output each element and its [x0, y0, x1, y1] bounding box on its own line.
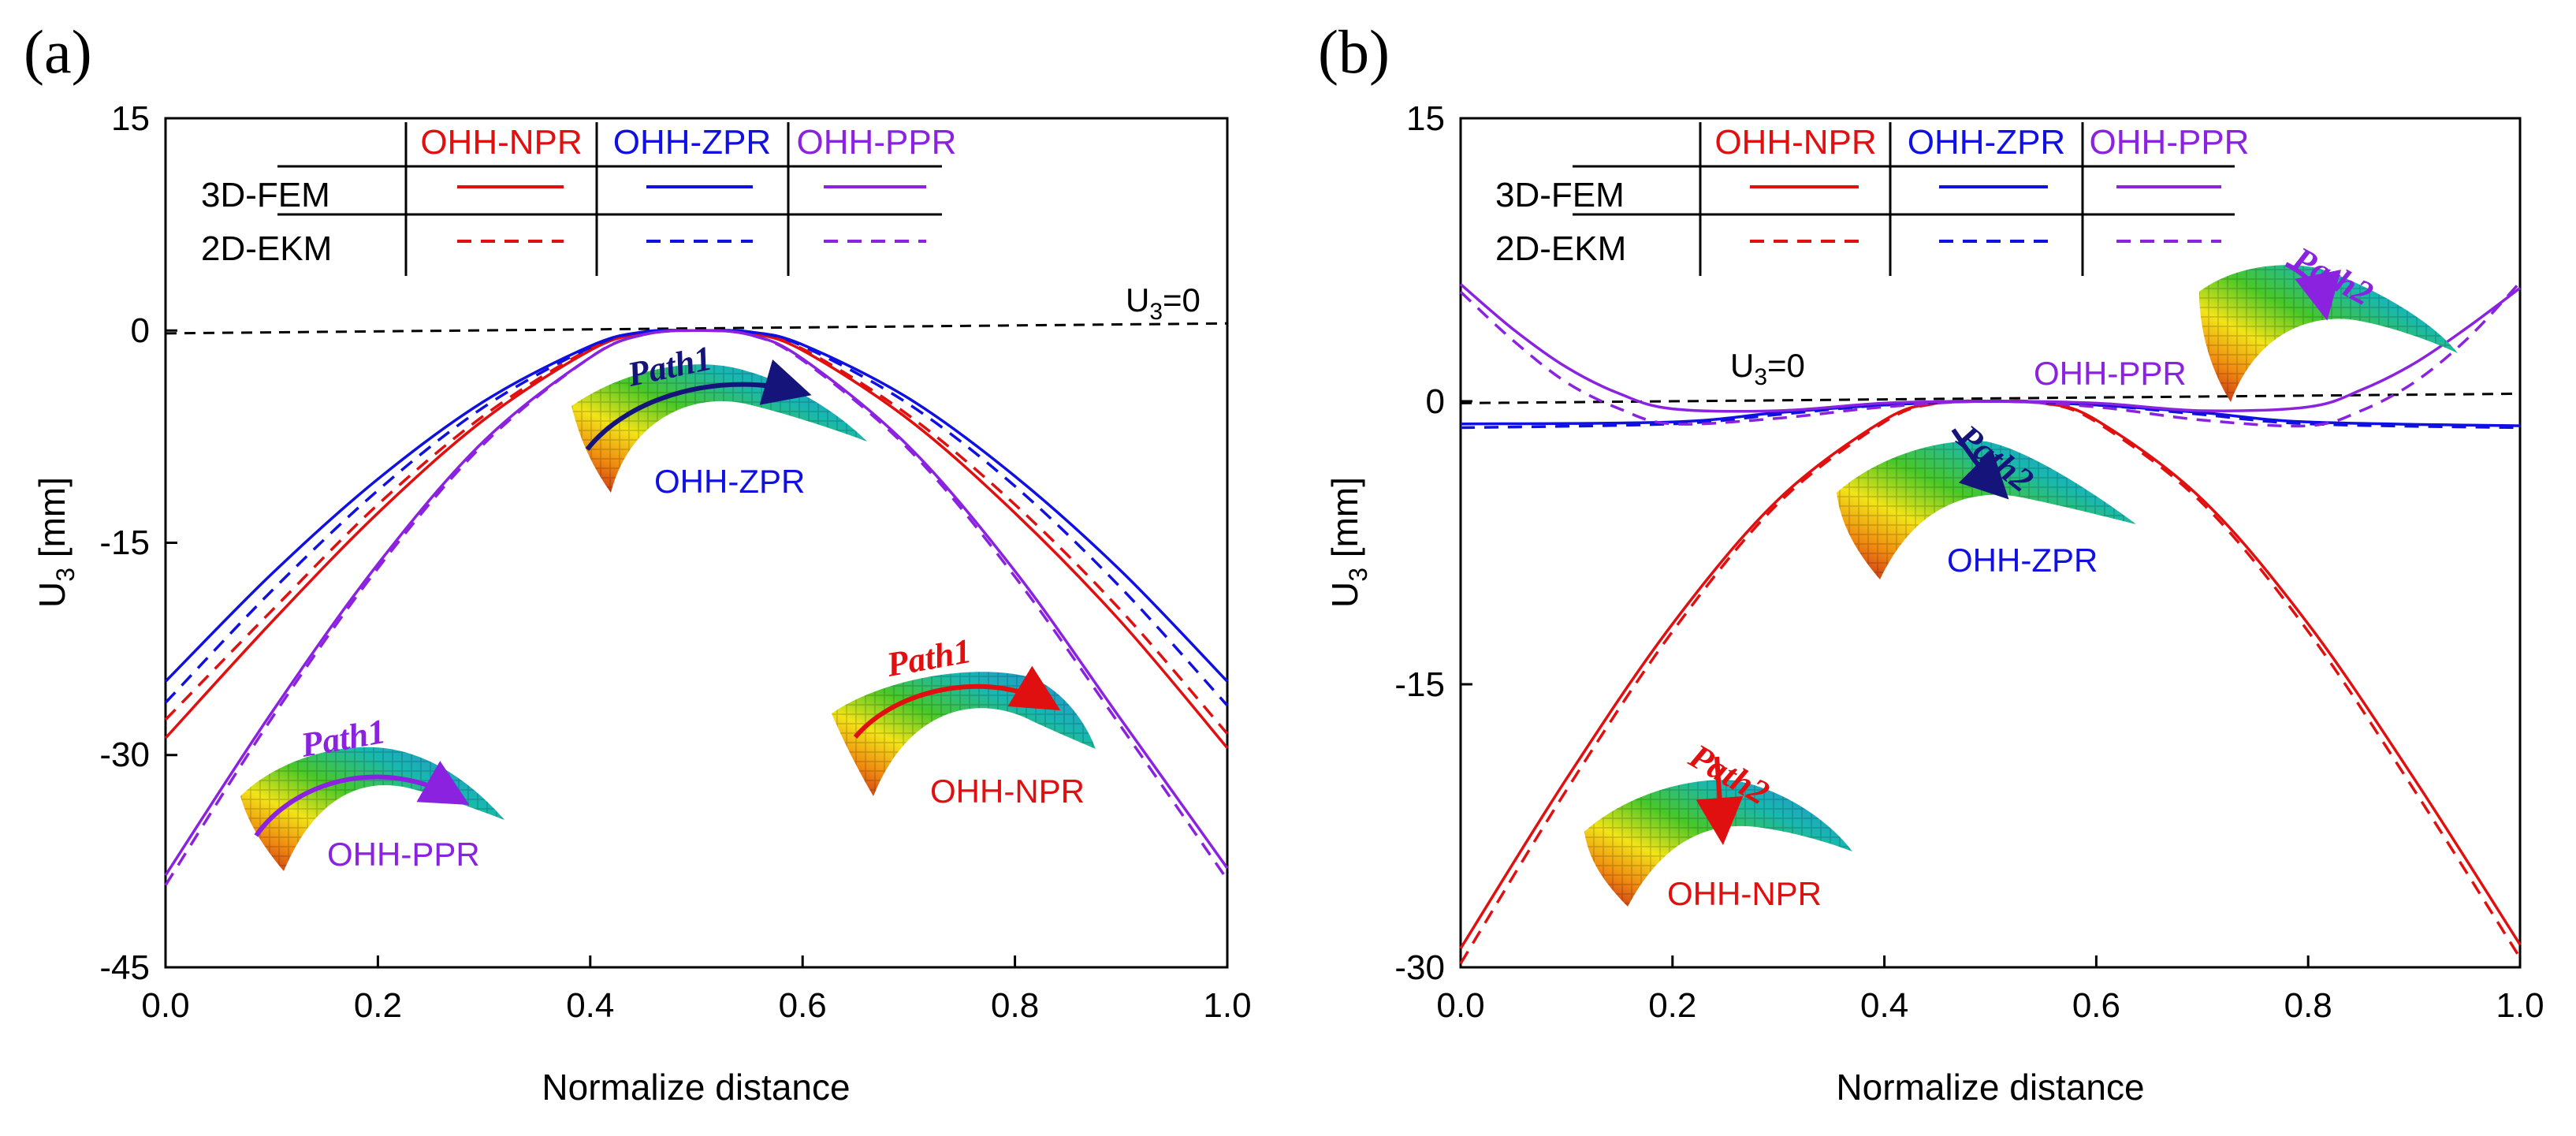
legend-column-zpr: OHH-ZPR — [613, 123, 771, 162]
annotation-ppr-a: OHH-PPR — [327, 836, 480, 873]
y-tick-label: -30 — [1394, 948, 1445, 987]
x-axis-label-a: Normalize distance — [542, 1067, 850, 1108]
path-arrow — [254, 761, 470, 837]
x-tick-labels-b: 0.0 0.2 0.4 0.6 0.8 1.0 — [1436, 986, 2544, 1025]
panel-b: (b) 0.0 0.2 0.4 0.6 0.8 1.0 15 0 - — [1318, 17, 2544, 1108]
annotation-zpr-a: OHH-ZPR — [654, 463, 805, 500]
path-arrow — [1696, 756, 1744, 845]
inset-mesh-ppr-b: Path2 — [2199, 239, 2458, 402]
x-tick-label: 0.0 — [1436, 986, 1484, 1025]
y-tick-label: -15 — [1394, 665, 1445, 704]
path-arrow — [853, 665, 1061, 739]
legend-column-ppr: OHH-PPR — [2090, 123, 2250, 162]
y-tick-label: -15 — [99, 523, 150, 562]
x-tick-label: 0.6 — [2072, 986, 2120, 1025]
x-tick-label: 0.2 — [1648, 986, 1696, 1025]
x-tick-label: 0.6 — [779, 986, 827, 1025]
annotation-zpr-b: OHH-ZPR — [1947, 542, 2098, 579]
x-tick-label: 0.4 — [1860, 986, 1908, 1025]
y-tick-label: 15 — [111, 99, 150, 138]
x-ticks-a — [164, 955, 1229, 967]
x-tick-label: 0.0 — [141, 986, 189, 1025]
y-ticks-a — [166, 117, 177, 969]
inset-mesh-npr-a: Path1 — [832, 631, 1096, 796]
reference-label-b: U3=0 — [1730, 347, 1805, 390]
series-line-b-2 — [1460, 400, 2521, 427]
legend-column-npr: OHH-NPR — [420, 123, 582, 162]
inset-mesh-npr-b: Path2 — [1584, 736, 1852, 907]
y-tick-label: -30 — [99, 736, 150, 774]
annotation-ppr-b: OHH-PPR — [2034, 355, 2187, 392]
legend-b: OHH-NPR OHH-ZPR OHH-PPR 3D-FEM 2D-EKM — [1495, 122, 2249, 276]
reference-label-a: U3=0 — [1126, 281, 1201, 325]
legend-row-ekm: 2D-EKM — [201, 229, 332, 268]
legend-column-zpr: OHH-ZPR — [1908, 123, 2065, 162]
series-group-a — [164, 329, 1229, 886]
y-ticks-b — [1461, 117, 1472, 969]
x-tick-label: 0.2 — [354, 986, 402, 1025]
x-tick-label: 0.8 — [991, 986, 1039, 1025]
x-tick-labels-a: 0.0 0.2 0.4 0.6 0.8 1.0 — [141, 986, 1251, 1025]
annotation-npr-b: OHH-NPR — [1667, 875, 1822, 912]
legend-a: OHH-NPR OHH-ZPR OHH-PPR 3D-FEM 2D-EKM — [201, 122, 956, 276]
x-ticks-b — [1459, 955, 2522, 967]
panel-a: (a) 0.0 0.2 0.4 0.6 0.8 1.0 15 — [24, 17, 1252, 1108]
reference-line-a — [165, 322, 1228, 335]
legend-column-ppr: OHH-PPR — [797, 123, 957, 162]
panel-label-a: (a) — [24, 17, 92, 86]
path-arrow — [585, 359, 812, 451]
x-tick-label: 1.0 — [2496, 986, 2544, 1025]
y-tick-label: 15 — [1406, 99, 1445, 138]
x-axis-label-b: Normalize distance — [1836, 1067, 2144, 1108]
legend-row-fem: 3D-FEM — [1495, 176, 1625, 214]
path-arrow — [1951, 428, 2009, 500]
x-tick-label: 1.0 — [1203, 986, 1251, 1025]
legend-column-npr: OHH-NPR — [1714, 123, 1876, 162]
y-tick-label: -45 — [99, 948, 150, 987]
y-axis-label-a: U3 [mm] — [32, 477, 80, 608]
y-tick-labels-a: 15 0 -15 -30 -45 — [99, 99, 150, 987]
series-line-b-5 — [1459, 281, 2522, 428]
series-line-a-5 — [164, 329, 1229, 886]
annotation-npr-a: OHH-NPR — [930, 773, 1085, 810]
series-group-b — [1459, 281, 2522, 965]
plot-frame-b — [1459, 117, 2522, 969]
legend-row-fem: 3D-FEM — [201, 176, 330, 214]
inset-mesh-zpr-a: Path1 — [571, 338, 867, 493]
inset-mesh-ppr-a: Path1 — [240, 712, 504, 871]
y-axis-label-b: U3 [mm] — [1324, 477, 1372, 608]
y-tick-labels-b: 15 0 -15 -30 — [1394, 99, 1445, 987]
legend-row-ekm: 2D-EKM — [1495, 229, 1626, 268]
path-arrow — [2284, 262, 2341, 321]
panel-label-b: (b) — [1318, 17, 1390, 86]
x-tick-label: 0.4 — [566, 986, 614, 1025]
x-tick-label: 0.8 — [2284, 986, 2332, 1025]
y-tick-label: 0 — [1426, 382, 1445, 421]
y-tick-label: 0 — [131, 311, 150, 350]
